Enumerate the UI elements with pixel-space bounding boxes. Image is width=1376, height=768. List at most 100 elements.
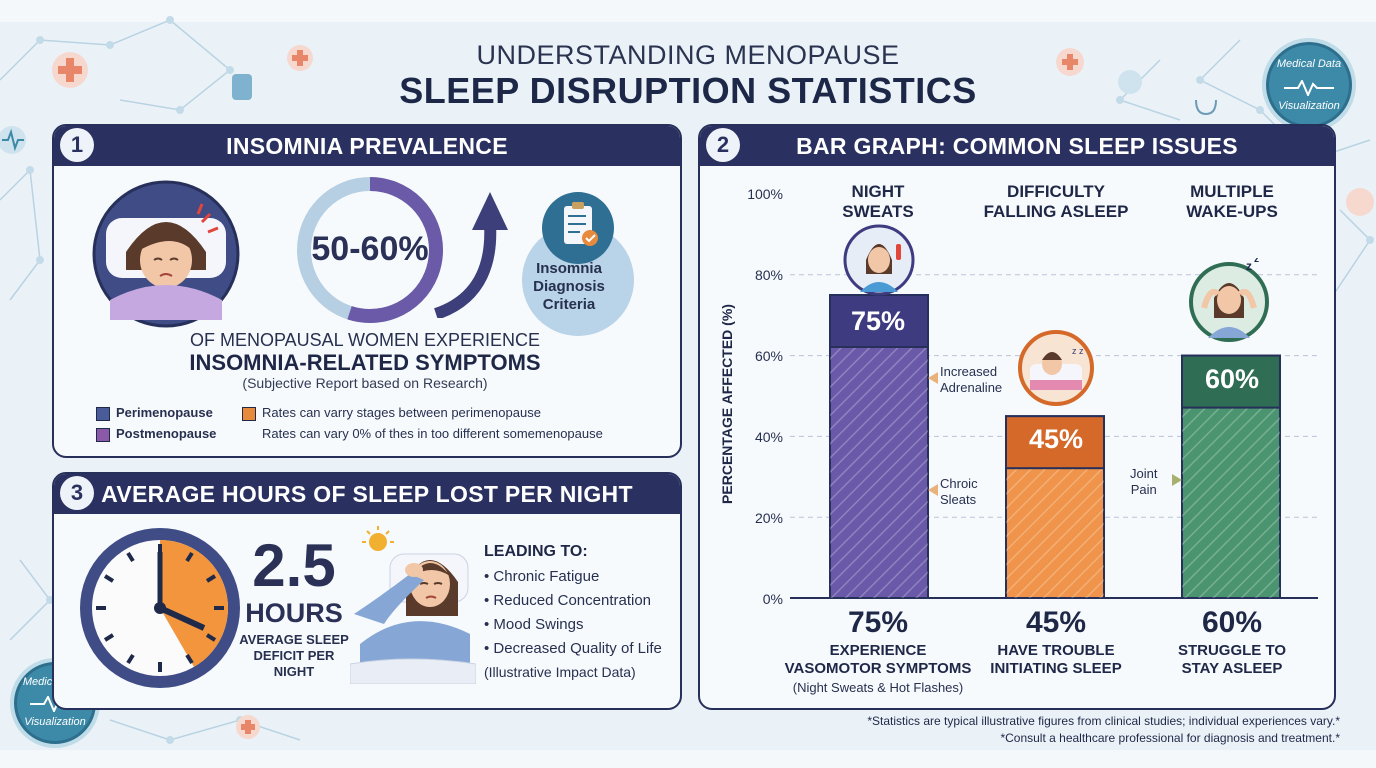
y-tick-label: 100%: [747, 186, 783, 202]
summary-value: 45%: [1025, 606, 1087, 639]
panel-header: 1 INSOMNIA PREVALENCE: [54, 126, 680, 166]
summary-text-line: STRUGGLE TO: [1177, 642, 1287, 659]
leading-item: • Decreased Quality of Life: [484, 640, 662, 657]
annotation-line: Sleats: [940, 492, 977, 507]
legend-swatch-postmenopause: [96, 428, 110, 442]
y-tick-label: 20%: [754, 510, 783, 526]
legend-label-rates-1: Rates can varry stages between perimenop…: [262, 405, 541, 420]
category-label-line: SWEATS: [842, 202, 914, 221]
category-label-line: DIFFICULTY: [1007, 182, 1105, 201]
legend-label-postmenopause: Postmenopause: [116, 426, 217, 441]
y-tick-label: 60%: [754, 348, 783, 364]
panel-number: 1: [60, 128, 94, 162]
summary-value: 75%: [847, 606, 909, 639]
annotation-line: Adrenaline: [940, 380, 1003, 395]
night-sweats-icon: [843, 224, 915, 296]
hours-caption: AVERAGE SLEEP DEFICIT PER NIGHT: [239, 632, 349, 679]
prevalence-caption-3: (Subjective Report based on Research): [242, 375, 488, 391]
panel-number: 3: [60, 476, 94, 510]
legend-label-perimenopause: Perimenopause: [116, 405, 213, 420]
page-title: SLEEP DISRUPTION STATISTICS: [399, 70, 977, 111]
category-label-wake-ups: MULTIPLE WAKE-UPS: [1170, 182, 1294, 222]
category-label-line: MULTIPLE: [1190, 182, 1274, 201]
annotation-pointer: [1172, 474, 1182, 486]
criteria-illustration: [522, 192, 634, 336]
y-tick-label: 40%: [754, 429, 783, 445]
tired-woman-illustration: [350, 526, 476, 684]
heartbeat-icon: [1284, 80, 1334, 96]
bar-label-cap: [1181, 354, 1281, 409]
hours-value: 2.5: [252, 532, 336, 599]
leading-to-heading: LEADING TO:: [484, 543, 588, 560]
legend-label-rates-2: Rates can vary 0% of thes in too differe…: [262, 426, 603, 441]
leading-item: • Chronic Fatigue: [484, 568, 600, 585]
annotation-line: Joint: [1130, 466, 1158, 481]
panel-number: 2: [706, 128, 740, 162]
summary-text-line: HAVE TROUBLE: [997, 642, 1115, 659]
annotation-pointer: [928, 372, 938, 384]
annotation-adrenaline: Increased Adrenaline: [940, 364, 1002, 396]
y-tick-label: 0%: [762, 591, 783, 607]
category-label-line: WAKE-UPS: [1186, 202, 1278, 221]
category-label-line: NIGHT: [851, 182, 905, 201]
panel-title: INSOMNIA PREVALENCE: [226, 133, 508, 159]
category-label-difficulty: DIFFICULTY FALLING ASLEEP: [966, 182, 1146, 222]
badge-text-top: Medical Data: [1276, 58, 1342, 70]
annotation-pointer: [928, 484, 938, 496]
annotation-joint-pain: Joint Pain: [1130, 466, 1157, 498]
hours-unit: HOURS: [245, 598, 343, 628]
prevalence-ring: [297, 177, 443, 323]
leading-item: • Reduced Concentration: [484, 592, 652, 609]
annotation-sleats: Chroic Sleats: [940, 476, 978, 508]
panel-header: 3 AVERAGE HOURS OF SLEEP LOST PER NIGHT: [54, 474, 680, 514]
legend-swatch-rates: [242, 407, 256, 421]
summary-text-line: EXPERIENCE: [829, 642, 927, 659]
prevalence-percent: 50-60%: [311, 230, 429, 268]
wake-ups-icon: z z: [1189, 258, 1269, 342]
sleeping-woman-illustration: [92, 180, 240, 328]
svg-text:z z: z z: [1072, 346, 1084, 356]
leading-note: (Illustrative Impact Data): [484, 664, 636, 680]
annotation-line: Chroic: [940, 476, 978, 491]
bar-label-cap: [1005, 415, 1105, 470]
trend-up-arrow-icon: [433, 192, 508, 318]
bar-value-label: 60%: [1204, 364, 1260, 394]
annotation-line: Increased: [940, 364, 998, 379]
summary-text-line: STAY ASLEEP: [1181, 660, 1283, 677]
footnote-2: *Consult a healthcare professional for d…: [1000, 731, 1340, 745]
criteria-label: Insomnia Diagnosis Criteria: [533, 260, 605, 313]
clock-icon: [80, 528, 240, 688]
badge-text-bottom: Visualization: [1278, 100, 1340, 112]
category-label-line: FALLING ASLEEP: [983, 202, 1129, 221]
bar-value-label: 75%: [850, 306, 906, 336]
bar-value-label: 45%: [1028, 424, 1084, 454]
bar-label-cap: [829, 294, 929, 348]
difficulty-sleep-icon: z z: [1018, 330, 1094, 406]
summary-text: STRUGGLE TO STAY ASLEEP: [1152, 642, 1312, 678]
ring-progress: [297, 177, 443, 323]
badge-bottom-text-bottom: Visualization: [24, 716, 86, 728]
y-tick-label: 80%: [754, 267, 783, 283]
summary-value: 60%: [1201, 606, 1263, 639]
sun-icon: [369, 533, 387, 551]
footnote-1: *Statistics are typical illustrative fig…: [867, 714, 1340, 728]
summary-text-line: INITIATING SLEEP: [990, 660, 1122, 677]
summary-text: EXPERIENCE VASOMOTOR SYMPTOMS: [770, 642, 986, 678]
svg-text:z: z: [1246, 259, 1252, 273]
svg-text:z: z: [1254, 258, 1259, 265]
leading-item: • Mood Swings: [484, 616, 584, 633]
annotation-line: Pain: [1130, 482, 1157, 497]
panel-title: AVERAGE HOURS OF SLEEP LOST PER NIGHT: [101, 481, 633, 507]
panel-title: BAR GRAPH: COMMON SLEEP ISSUES: [796, 133, 1238, 159]
legend-swatch-perimenopause: [96, 407, 110, 421]
summary-text: HAVE TROUBLE INITIATING SLEEP: [976, 642, 1136, 678]
category-label-night-sweats: NIGHT SWEATS: [818, 182, 938, 222]
prevalence-caption-2: INSOMNIA-RELATED SYMPTOMS: [189, 350, 541, 375]
panel-header: 2 BAR GRAPH: COMMON SLEEP ISSUES: [700, 126, 1334, 166]
summary-note: (Night Sweats & Hot Flashes): [792, 680, 964, 695]
page-subtitle: UNDERSTANDING MENOPAUSE: [476, 40, 900, 70]
prevalence-caption-1: OF MENOPAUSAL WOMEN EXPERIENCE: [189, 330, 541, 350]
summary-text-line: VASOMOTOR SYMPTOMS: [784, 660, 972, 677]
